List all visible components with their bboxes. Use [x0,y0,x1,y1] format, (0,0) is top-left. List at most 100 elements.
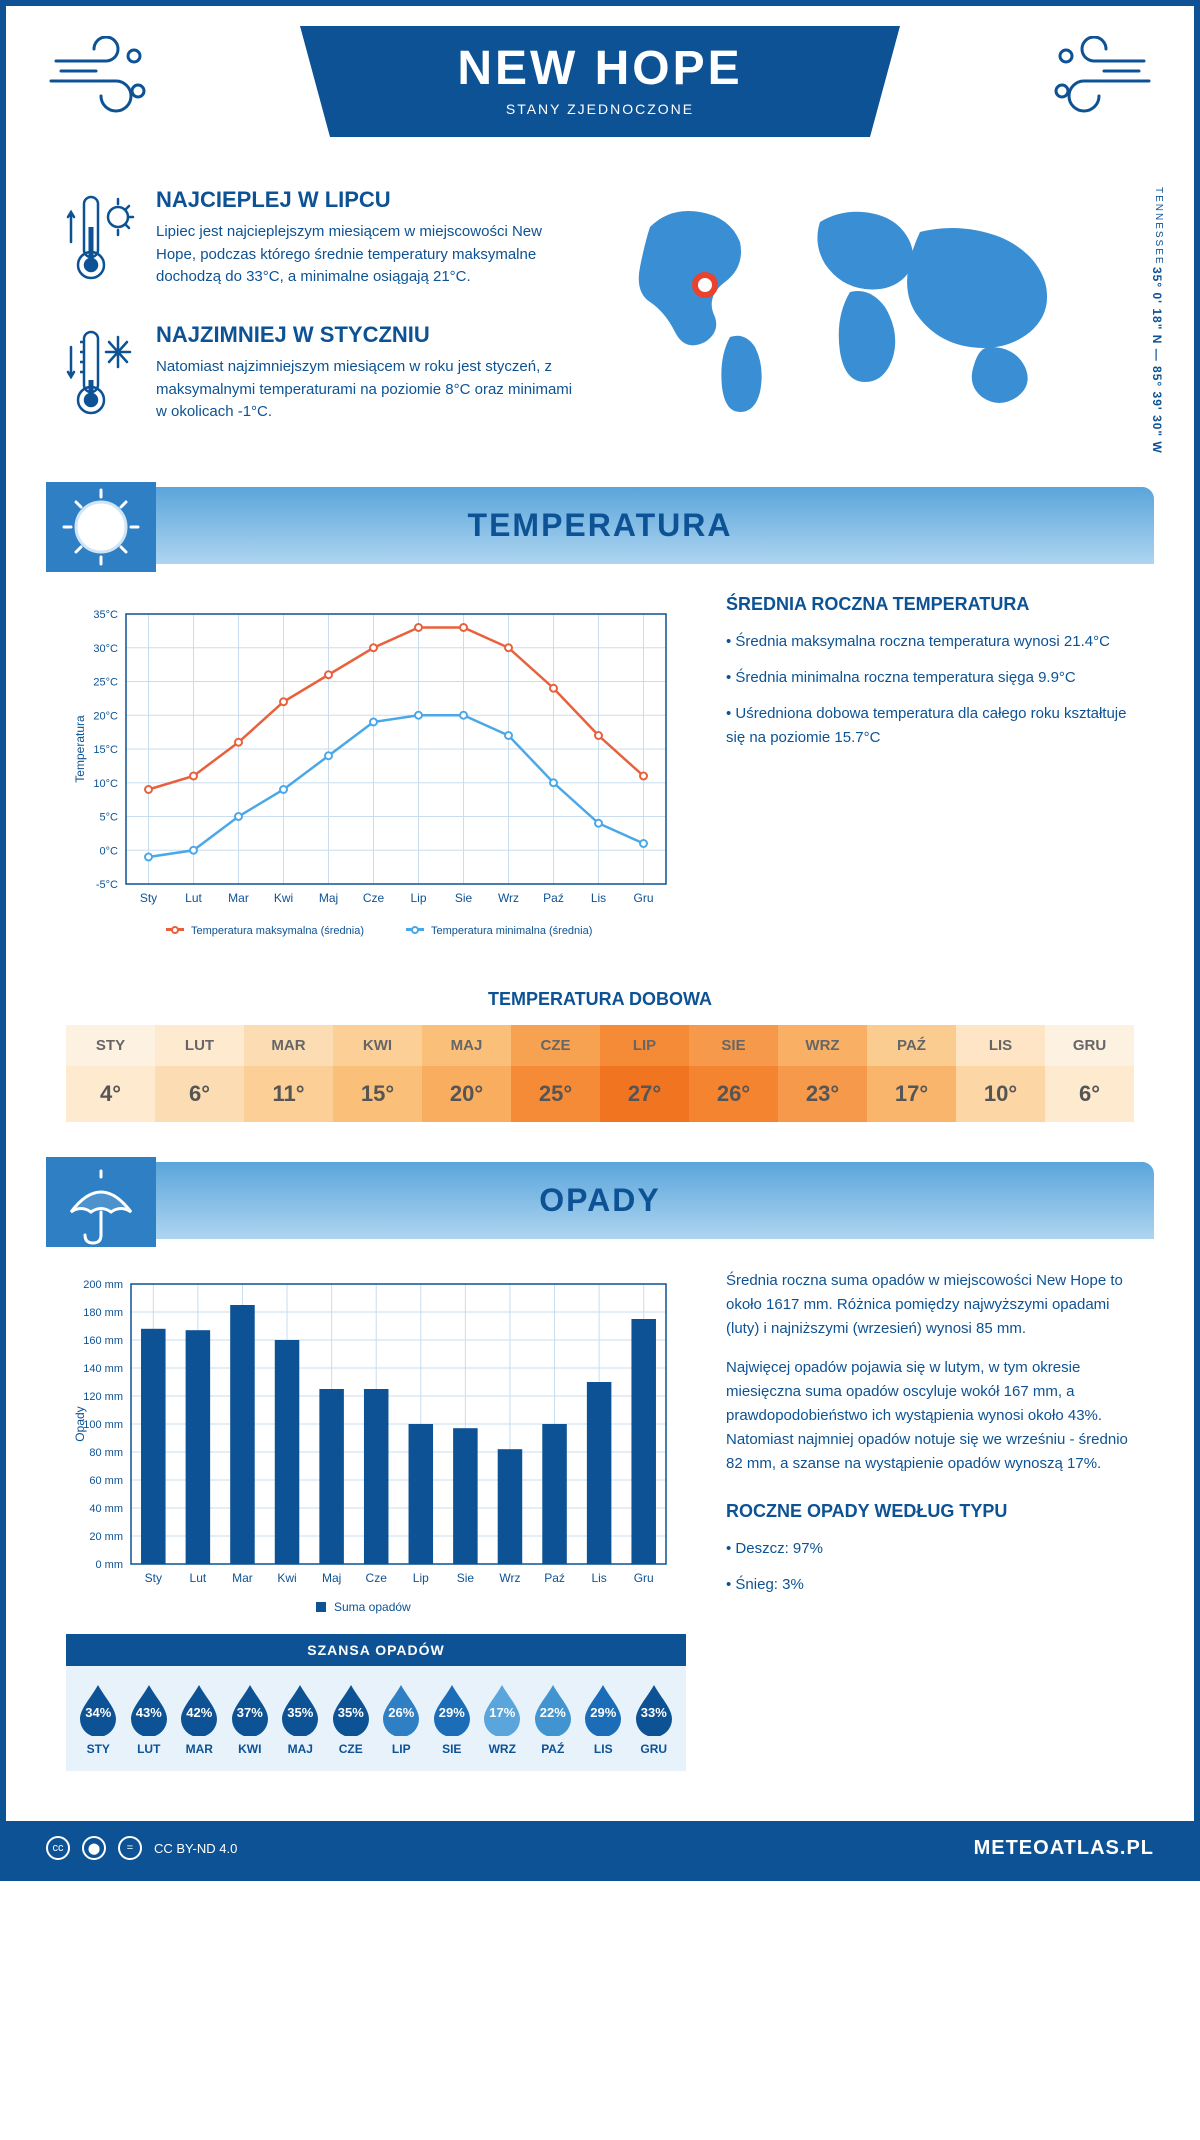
temperature-line-chart: -5°C0°C5°C10°C15°C20°C25°C30°C35°CStyLut… [66,594,686,954]
svg-text:-5°C: -5°C [96,879,118,891]
thermometer-cold-icon [66,322,136,427]
rain-drop-item: 29%SIE [430,1681,475,1756]
wind-icon [1044,36,1154,121]
daily-temp-cell: MAR11° [244,1025,333,1122]
temperature-heading: TEMPERATURA [46,507,1154,544]
daily-temp-cell: MAJ20° [422,1025,511,1122]
precipitation-banner: OPADY [46,1162,1154,1239]
title-ribbon: NEW HOPE STANY ZJEDNOCZONE [300,26,900,137]
svg-text:Lut: Lut [190,1571,207,1585]
svg-text:160 mm: 160 mm [83,1335,123,1347]
daily-temp-cell: LUT6° [155,1025,244,1122]
svg-text:200 mm: 200 mm [83,1279,123,1291]
svg-text:140 mm: 140 mm [83,1363,123,1375]
svg-text:180 mm: 180 mm [83,1307,123,1319]
svg-text:Lut: Lut [185,891,202,905]
svg-text:Sie: Sie [455,891,473,905]
location-country: STANY ZJEDNOCZONE [380,101,820,117]
svg-text:40 mm: 40 mm [89,1503,123,1515]
svg-text:120 mm: 120 mm [83,1391,123,1403]
svg-text:35°C: 35°C [93,609,118,621]
svg-text:0 mm: 0 mm [96,1559,124,1571]
daily-temp-cell: CZE25° [511,1025,600,1122]
sun-icon [46,482,156,577]
intro-section: NAJCIEPLEJ W LIPCU Lipiec jest najcieple… [6,167,1194,487]
svg-text:Lip: Lip [413,1571,429,1585]
rain-drop-item: 22%PAŹ [531,1681,576,1756]
svg-text:Paź: Paź [543,891,564,905]
daily-temp-cell: LIP27° [600,1025,689,1122]
svg-text:Temperatura: Temperatura [73,715,87,783]
svg-text:30°C: 30°C [93,643,118,655]
svg-text:Lis: Lis [591,891,606,905]
svg-text:80 mm: 80 mm [89,1447,123,1459]
by-icon: ⬤ [82,1836,106,1860]
svg-text:Suma opadów: Suma opadów [334,1600,411,1614]
coldest-fact: NAJZIMNIEJ W STYCZNIU Natomiast najzimni… [66,322,580,427]
header: NEW HOPE STANY ZJEDNOCZONE [6,6,1194,167]
rain-drop-item: 33%GRU [632,1681,677,1756]
warmest-fact: NAJCIEPLEJ W LIPCU Lipiec jest najcieple… [66,187,580,292]
svg-text:Temperatura maksymalna (średni: Temperatura maksymalna (średnia) [191,925,364,937]
svg-text:Opady: Opady [73,1406,87,1441]
license-text: CC BY-ND 4.0 [154,1841,237,1856]
rain-drop-item: 17%WRZ [480,1681,525,1756]
daily-temp-cell: PAŹ17° [867,1025,956,1122]
svg-text:Lip: Lip [410,891,426,905]
svg-text:Wrz: Wrz [498,891,519,905]
svg-text:Kwi: Kwi [274,891,293,905]
daily-temp-cell: SIE26° [689,1025,778,1122]
cc-icon: cc [46,1836,70,1860]
coordinates: 35° 0' 18" N — 85° 39' 30" W [1150,267,1164,454]
daily-temp-cell: KWI15° [333,1025,422,1122]
svg-text:Wrz: Wrz [499,1571,520,1585]
rain-chance-title: SZANSA OPADÓW [66,1634,686,1666]
svg-text:Temperatura minimalna (średnia: Temperatura minimalna (średnia) [431,925,592,937]
precip-summary-p2: Najwięcej opadów pojawia się w lutym, w … [726,1356,1134,1476]
svg-text:20°C: 20°C [93,710,118,722]
daily-temp-cell: WRZ23° [778,1025,867,1122]
rain-chance-drops: 34%STY43%LUT42%MAR37%KWI35%MAJ35%CZE26%L… [66,1666,686,1771]
precip-type-item: Deszcz: 97% [726,1537,1134,1561]
svg-text:Cze: Cze [363,891,385,905]
rain-drop-item: 42%MAR [177,1681,222,1756]
svg-text:Lis: Lis [591,1571,606,1585]
region-label: TENNESSEE [1153,187,1164,266]
temp-summary-item: Uśredniona dobowa temperatura dla całego… [726,702,1134,750]
svg-text:100 mm: 100 mm [83,1419,123,1431]
rain-drop-item: 29%LIS [581,1681,626,1756]
svg-text:Sie: Sie [457,1571,475,1585]
svg-text:Paź: Paź [544,1571,565,1585]
svg-text:15°C: 15°C [93,744,118,756]
svg-text:10°C: 10°C [93,778,118,790]
svg-text:20 mm: 20 mm [89,1531,123,1543]
rain-drop-item: 43%LUT [127,1681,172,1756]
daily-temp-grid: STY4°LUT6°MAR11°KWI15°MAJ20°CZE25°LIP27°… [66,1025,1134,1122]
svg-text:Sty: Sty [140,891,157,905]
rain-drop-item: 35%MAJ [278,1681,323,1756]
coldest-title: NAJZIMNIEJ W STYCZNIU [156,322,580,348]
rain-drop-item: 37%KWI [228,1681,273,1756]
umbrella-icon [46,1157,156,1252]
svg-text:Cze: Cze [366,1571,388,1585]
daily-temp-cell: GRU6° [1045,1025,1134,1122]
precip-type-title: ROCZNE OPADY WEDŁUG TYPU [726,1501,1134,1522]
svg-text:Kwi: Kwi [277,1571,296,1585]
nd-icon: = [118,1836,142,1860]
precipitation-heading: OPADY [46,1182,1154,1219]
rain-chance-panel: SZANSA OPADÓW 34%STY43%LUT42%MAR37%KWI35… [66,1634,686,1791]
warmest-text: Lipiec jest najcieplejszym miesiącem w m… [156,221,580,289]
rain-drop-item: 26%LIP [379,1681,424,1756]
temp-summary-title: ŚREDNIA ROCZNA TEMPERATURA [726,594,1134,615]
thermometer-hot-icon [66,187,136,292]
footer: cc ⬤ = CC BY-ND 4.0 METEOATLAS.PL [6,1821,1194,1875]
wind-icon [46,36,156,121]
svg-text:Sty: Sty [145,1571,162,1585]
precip-type-item: Śnieg: 3% [726,1573,1134,1597]
warmest-title: NAJCIEPLEJ W LIPCU [156,187,580,213]
svg-text:5°C: 5°C [100,812,119,824]
site-name: METEOATLAS.PL [974,1837,1154,1860]
rain-drop-item: 34%STY [76,1681,121,1756]
temp-summary-item: Średnia maksymalna roczna temperatura wy… [726,630,1134,654]
temp-summary-item: Średnia minimalna roczna temperatura się… [726,666,1134,690]
